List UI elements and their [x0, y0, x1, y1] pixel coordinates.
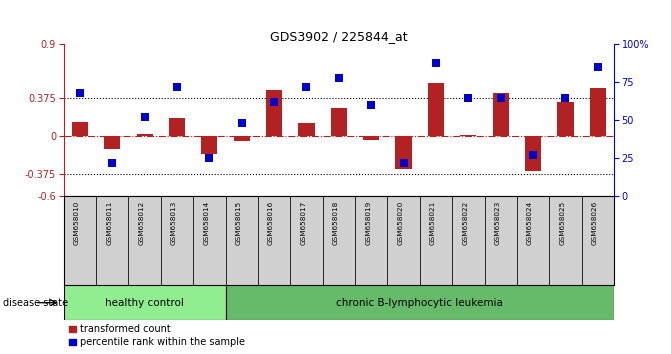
Text: GSM658020: GSM658020	[398, 201, 403, 245]
Point	[269, 99, 280, 105]
Text: GSM658015: GSM658015	[236, 201, 242, 245]
Bar	[266, 90, 282, 136]
Point	[140, 114, 150, 120]
Point	[560, 95, 571, 101]
Text: chronic B-lymphocytic leukemia: chronic B-lymphocytic leukemia	[336, 298, 503, 308]
Bar	[96, 196, 128, 285]
Point	[463, 95, 474, 101]
Bar	[137, 133, 153, 136]
Point	[172, 84, 183, 90]
Bar	[355, 196, 387, 285]
Bar	[525, 136, 541, 171]
Text: GSM658024: GSM658024	[527, 201, 533, 245]
Bar	[291, 196, 323, 285]
Text: GSM658023: GSM658023	[495, 201, 501, 245]
Bar	[331, 108, 347, 136]
Bar	[550, 196, 582, 285]
Text: GSM658018: GSM658018	[333, 201, 339, 245]
Point	[204, 156, 215, 161]
Bar	[225, 196, 258, 285]
Bar	[558, 102, 574, 136]
Bar	[128, 196, 161, 285]
Text: GSM658025: GSM658025	[560, 201, 566, 245]
Bar	[323, 196, 355, 285]
Point	[301, 84, 312, 90]
Bar	[582, 196, 614, 285]
Text: GSM658014: GSM658014	[203, 201, 209, 245]
Bar	[460, 135, 476, 136]
Title: GDS3902 / 225844_at: GDS3902 / 225844_at	[270, 30, 408, 43]
Point	[74, 90, 85, 96]
Point	[236, 121, 247, 126]
Bar	[169, 118, 185, 136]
Legend: transformed count, percentile rank within the sample: transformed count, percentile rank withi…	[68, 325, 246, 347]
Point	[495, 95, 506, 101]
Text: GSM658022: GSM658022	[462, 201, 468, 245]
Text: healthy control: healthy control	[105, 298, 184, 308]
Bar	[420, 196, 452, 285]
Text: disease state: disease state	[3, 298, 68, 308]
Bar	[484, 196, 517, 285]
Bar	[387, 196, 420, 285]
Bar	[234, 136, 250, 141]
Point	[398, 160, 409, 166]
Bar	[64, 285, 225, 320]
Bar	[299, 124, 315, 136]
Bar	[72, 122, 88, 136]
Text: GSM658010: GSM658010	[74, 201, 80, 245]
Bar	[225, 285, 614, 320]
Point	[366, 102, 376, 108]
Bar	[104, 136, 120, 149]
Point	[592, 64, 603, 70]
Text: GSM658026: GSM658026	[592, 201, 598, 245]
Bar	[258, 196, 291, 285]
Bar	[428, 83, 444, 136]
Point	[107, 160, 117, 166]
Text: GSM658016: GSM658016	[268, 201, 274, 245]
Text: GSM658019: GSM658019	[365, 201, 371, 245]
Bar	[452, 196, 484, 285]
Text: GSM658021: GSM658021	[430, 201, 436, 245]
Bar	[493, 93, 509, 136]
Bar	[590, 88, 606, 136]
Point	[527, 153, 538, 158]
Bar	[161, 196, 193, 285]
Point	[431, 60, 442, 65]
Text: GSM658017: GSM658017	[301, 201, 307, 245]
Bar	[395, 136, 412, 169]
Text: GSM658011: GSM658011	[106, 201, 112, 245]
Bar	[201, 136, 217, 154]
Text: GSM658013: GSM658013	[171, 201, 177, 245]
Bar	[363, 136, 379, 139]
Point	[333, 75, 344, 81]
Bar	[193, 196, 225, 285]
Bar	[64, 196, 96, 285]
Bar	[517, 196, 550, 285]
Text: GSM658012: GSM658012	[139, 201, 145, 245]
